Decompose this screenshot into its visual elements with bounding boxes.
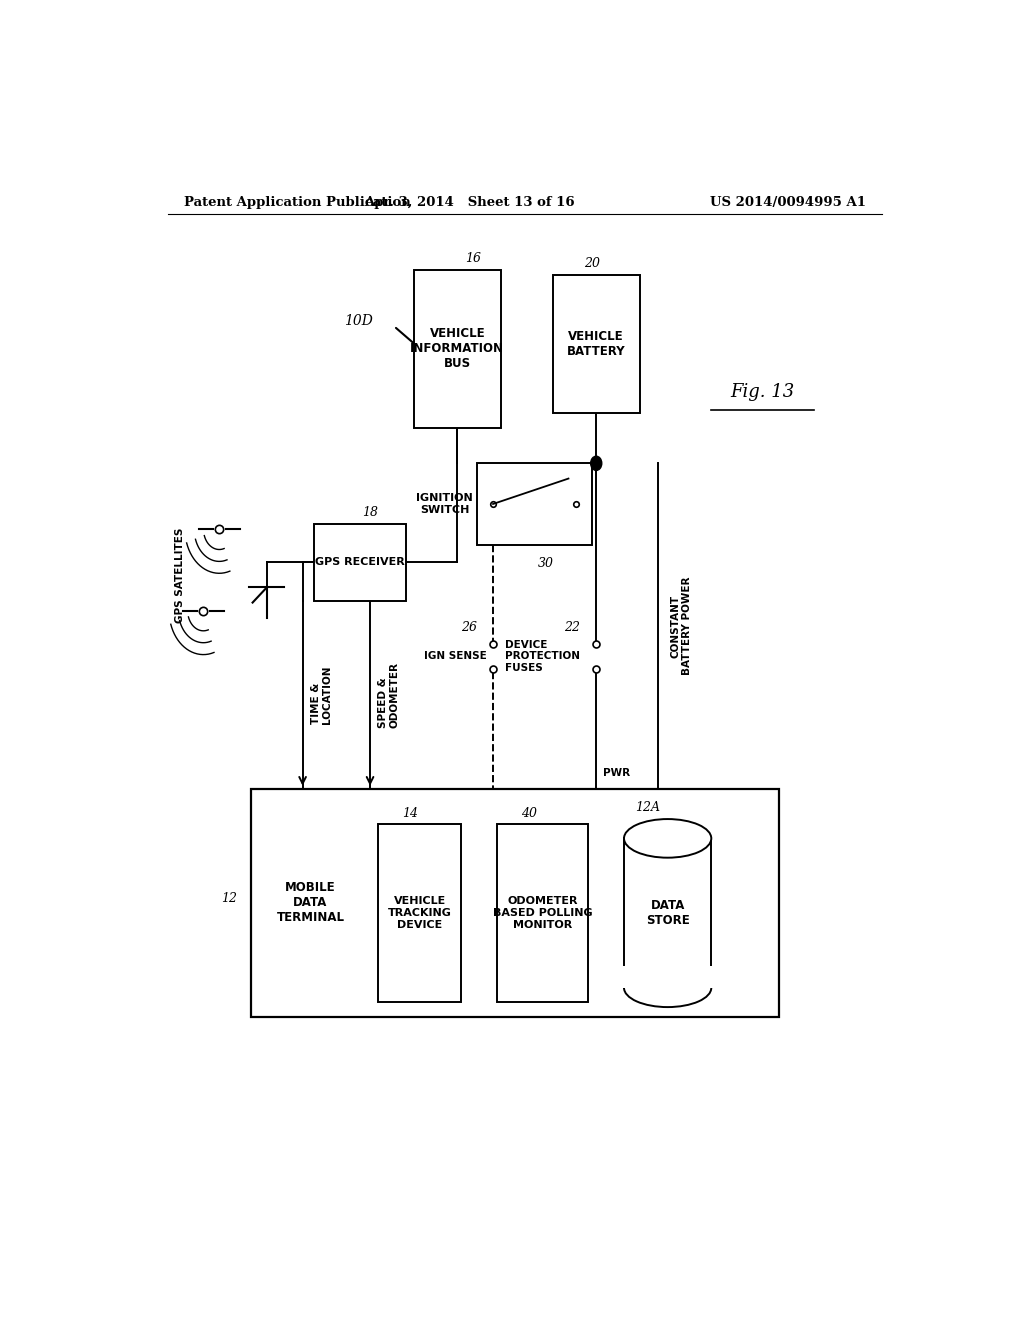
- Text: 20: 20: [585, 257, 600, 271]
- Ellipse shape: [624, 818, 712, 858]
- Text: 18: 18: [362, 506, 378, 519]
- Text: US 2014/0094995 A1: US 2014/0094995 A1: [710, 195, 866, 209]
- Text: Apr. 3, 2014   Sheet 13 of 16: Apr. 3, 2014 Sheet 13 of 16: [364, 195, 574, 209]
- Circle shape: [591, 457, 602, 470]
- Text: Patent Application Publication: Patent Application Publication: [183, 195, 411, 209]
- Text: GPS RECEIVER: GPS RECEIVER: [315, 557, 406, 568]
- Text: TIME &
LOCATION: TIME & LOCATION: [310, 665, 332, 723]
- Text: CONSTANT
BATTERY POWER: CONSTANT BATTERY POWER: [670, 577, 691, 676]
- Bar: [624, 838, 712, 987]
- Text: PWR: PWR: [602, 768, 630, 779]
- Bar: [378, 824, 461, 1002]
- Ellipse shape: [624, 969, 712, 1007]
- Text: 30: 30: [539, 557, 554, 570]
- Text: Fig. 13: Fig. 13: [731, 383, 795, 401]
- Text: DEVICE
PROTECTION
FUSES: DEVICE PROTECTION FUSES: [505, 640, 580, 673]
- Text: 22: 22: [564, 620, 581, 634]
- Text: VEHICLE
TRACKING
DEVICE: VEHICLE TRACKING DEVICE: [388, 896, 452, 929]
- Text: 12A: 12A: [635, 801, 660, 814]
- Bar: [553, 276, 640, 412]
- Bar: [314, 524, 406, 601]
- Text: GPS SATELLITES: GPS SATELLITES: [174, 528, 184, 623]
- Text: VEHICLE
BATTERY: VEHICLE BATTERY: [567, 330, 626, 358]
- Bar: [251, 788, 778, 1018]
- Bar: [623, 966, 713, 987]
- Text: 12: 12: [221, 892, 238, 906]
- Text: VEHICLE
INFORMATION
BUS: VEHICLE INFORMATION BUS: [411, 327, 505, 371]
- Text: IGN SENSE: IGN SENSE: [424, 652, 486, 661]
- Bar: [497, 824, 589, 1002]
- Text: 26: 26: [461, 620, 477, 634]
- Bar: [477, 463, 592, 545]
- Text: 14: 14: [401, 807, 418, 820]
- Bar: [414, 271, 501, 428]
- Text: MOBILE
DATA
TERMINAL: MOBILE DATA TERMINAL: [276, 880, 344, 924]
- Text: SPEED &
ODOMETER: SPEED & ODOMETER: [378, 661, 399, 727]
- Text: 40: 40: [521, 807, 537, 820]
- Text: 16: 16: [465, 252, 481, 265]
- Text: ODOMETER
BASED POLLING
MONITOR: ODOMETER BASED POLLING MONITOR: [493, 896, 593, 929]
- Text: 10D: 10D: [344, 314, 373, 329]
- Text: IGNITION
SWITCH: IGNITION SWITCH: [417, 494, 473, 515]
- Text: DATA
STORE: DATA STORE: [646, 899, 689, 927]
